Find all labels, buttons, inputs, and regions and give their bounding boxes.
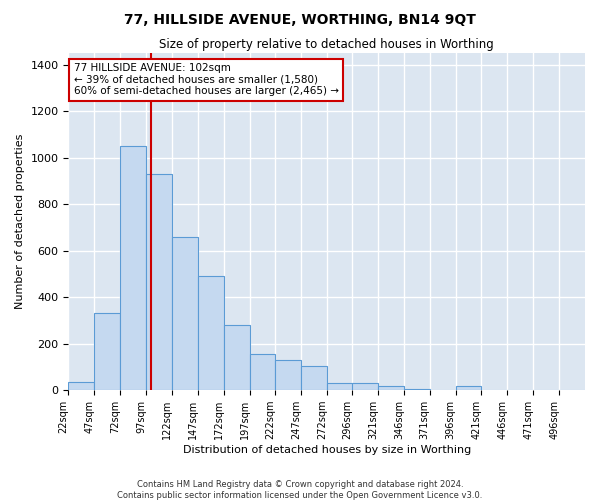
Bar bbox=[120, 146, 146, 390]
Bar bbox=[275, 360, 301, 390]
Bar bbox=[327, 383, 353, 390]
Bar bbox=[404, 389, 430, 390]
Bar bbox=[301, 366, 327, 390]
Text: Contains HM Land Registry data © Crown copyright and database right 2024.
Contai: Contains HM Land Registry data © Crown c… bbox=[118, 480, 482, 500]
Y-axis label: Number of detached properties: Number of detached properties bbox=[15, 134, 25, 310]
Bar bbox=[455, 386, 481, 390]
Bar bbox=[198, 276, 224, 390]
Text: 77, HILLSIDE AVENUE, WORTHING, BN14 9QT: 77, HILLSIDE AVENUE, WORTHING, BN14 9QT bbox=[124, 12, 476, 26]
Bar bbox=[378, 386, 404, 390]
Bar bbox=[352, 383, 378, 390]
Bar bbox=[68, 382, 94, 390]
Title: Size of property relative to detached houses in Worthing: Size of property relative to detached ho… bbox=[160, 38, 494, 51]
Bar bbox=[250, 354, 275, 390]
Text: 77 HILLSIDE AVENUE: 102sqm
← 39% of detached houses are smaller (1,580)
60% of s: 77 HILLSIDE AVENUE: 102sqm ← 39% of deta… bbox=[74, 63, 338, 96]
Bar bbox=[94, 314, 120, 390]
X-axis label: Distribution of detached houses by size in Worthing: Distribution of detached houses by size … bbox=[182, 445, 471, 455]
Bar bbox=[224, 325, 250, 390]
Bar bbox=[146, 174, 172, 390]
Bar bbox=[172, 237, 198, 390]
